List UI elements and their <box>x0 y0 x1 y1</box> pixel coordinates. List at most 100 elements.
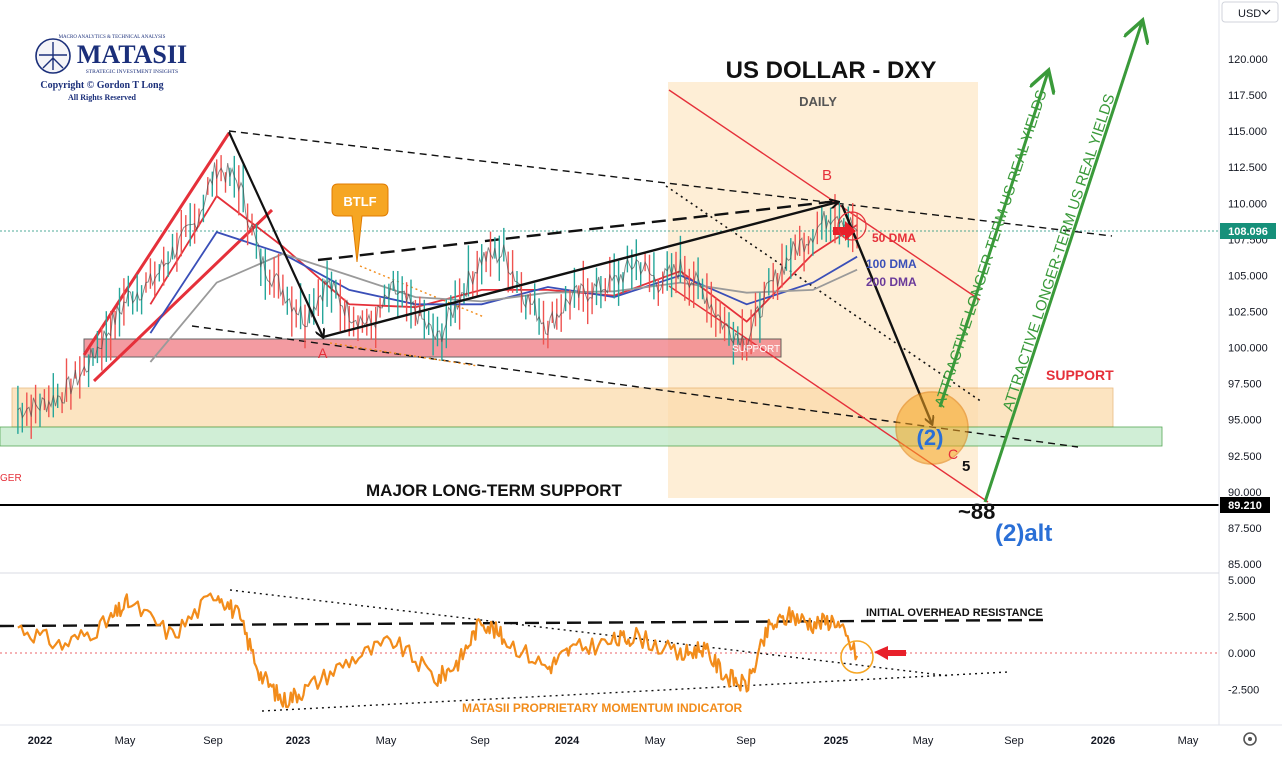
green-arrow-1 <box>938 72 1048 408</box>
dma200-label: 200 DMA <box>866 275 917 289</box>
dotted-projection-line <box>665 185 983 403</box>
bold-dashed-trendline <box>317 199 839 262</box>
logo-subtitle: STRATEGIC INVESTMENT INSIGHTS <box>86 69 178 75</box>
red-channel-upper <box>668 89 981 301</box>
current-price-badge: 108.096 <box>1220 223 1276 239</box>
time-tick-label: May <box>1178 735 1199 747</box>
dma100-line <box>149 231 858 334</box>
moving-averages <box>149 194 858 363</box>
logo-copyright: Copyright © Gordon T Long <box>40 80 163 91</box>
support-level-badge: 89.210 <box>1220 497 1270 513</box>
dma200-line <box>149 252 858 363</box>
momentum-tick-label: 0.000 <box>1228 648 1256 660</box>
wave-2-highlight <box>895 391 969 465</box>
price-tick-label: 105.000 <box>1228 270 1268 282</box>
overhead-resistance-label: INITIAL OVERHEAD RESISTANCE <box>866 607 1043 619</box>
currency-label: USD <box>1238 8 1261 20</box>
time-tick-label: 2022 <box>28 735 52 747</box>
time-tick-label: Sep <box>203 735 223 747</box>
dma50-line <box>149 194 858 323</box>
support-right-label: SUPPORT <box>1046 367 1114 383</box>
green-support-band <box>0 426 1163 447</box>
price-tick-label: 115.000 <box>1228 126 1267 138</box>
support-level-text: 89.210 <box>1228 500 1262 512</box>
price-tick-label: 100.000 <box>1228 343 1268 355</box>
time-tick-label: 2026 <box>1091 735 1115 747</box>
price-circle-highlight <box>837 211 867 241</box>
wave-b-label: B <box>822 167 832 184</box>
green-arrow-2 <box>983 22 1142 503</box>
price-tick-label: 112.500 <box>1228 162 1267 174</box>
time-tick-label: Sep <box>736 735 756 747</box>
time-tick-label: Sep <box>1004 735 1024 747</box>
currency-button[interactable]: USD <box>1221 1 1279 23</box>
left-edge-fragment: GER <box>0 473 22 484</box>
price-tick-label: 90.000 <box>1228 487 1262 499</box>
price-tick-label: 120.000 <box>1228 54 1268 66</box>
wave-2alt-label: (2)alt <box>995 520 1052 547</box>
red-bull-line-1 <box>82 132 231 356</box>
wave-a-arrow <box>228 131 323 337</box>
price-tick-label: 85.000 <box>1228 559 1262 571</box>
upper-dashed-trendline <box>228 130 1113 237</box>
price-tick-label: 95.000 <box>1228 415 1262 427</box>
current-price-text: 108.096 <box>1228 226 1268 238</box>
time-tick-label: 2024 <box>555 735 580 747</box>
price-tick-label: 92.500 <box>1228 451 1262 463</box>
time-tick-label: May <box>376 735 397 747</box>
gear-icon[interactable] <box>1243 732 1257 746</box>
price-line <box>17 162 858 419</box>
price-axis-ticks: 85.000 87.500 90.000 92.500 95.000 97.500 100.… <box>1228 54 1268 571</box>
logo-top-line: MACRO ANALYTICS & TECHNICAL ANALYSIS <box>59 35 166 40</box>
red-pointer-arrow <box>833 221 856 241</box>
indicator-label: MATASII PROPRIETARY MOMENTUM INDICATOR <box>462 701 743 715</box>
momentum-pointer-arrow <box>874 646 906 660</box>
overhead-resistance-line <box>0 618 1046 628</box>
price-tick-label: 97.500 <box>1228 379 1262 391</box>
wave-structure <box>228 22 1142 503</box>
momentum-axis-ticks: 5.000 2.500 0.000 -2.500 <box>1228 575 1259 697</box>
chart-title: US DOLLAR - DXY <box>726 57 937 84</box>
dma100-label: 100 DMA <box>866 257 917 271</box>
momentum-panel <box>0 589 1219 712</box>
momentum-upper-dotted <box>229 589 951 677</box>
logo-brand: MATASII <box>77 40 187 69</box>
wave-c-arrow <box>840 204 932 424</box>
price-tick-label: 102.500 <box>1228 307 1268 319</box>
time-tick-label: 2023 <box>286 735 310 747</box>
btlf-label: BTLF <box>343 194 376 209</box>
time-tick-label: Sep <box>470 735 490 747</box>
momentum-tick-label: 2.500 <box>1228 612 1256 624</box>
target-88-label: ~88 <box>958 499 995 524</box>
momentum-tick-label: 5.000 <box>1228 575 1256 587</box>
logo-rights: All Rights Reserved <box>68 93 137 102</box>
wave-5-label: 5 <box>962 458 970 475</box>
momentum-highlight-circle <box>840 640 874 674</box>
chevron-down-icon <box>1261 9 1271 15</box>
price-tick-label: 110.000 <box>1228 198 1267 210</box>
time-tick-label: 2025 <box>824 735 848 747</box>
matasii-logo: MACRO ANALYTICS & TECHNICAL ANALYSIS MAT… <box>33 33 197 102</box>
wave-c-label: C <box>948 446 958 462</box>
chart-subtitle: DAILY <box>799 94 837 109</box>
support-box-label: SUPPORT <box>732 344 780 355</box>
wave-b-line <box>322 202 838 339</box>
momentum-lower-dotted <box>261 671 1009 712</box>
wave-a-label: A <box>318 345 328 361</box>
price-series <box>17 155 858 439</box>
time-tick-label: May <box>913 735 934 747</box>
momentum-tick-label: -2.500 <box>1228 685 1259 697</box>
red-channel-lower <box>668 285 989 503</box>
btlf-dotted-upper <box>359 265 485 318</box>
wave-2-label: (2) <box>917 425 944 450</box>
time-tick-label: May <box>115 735 136 747</box>
price-tick-label: 87.500 <box>1228 523 1262 535</box>
btlf-callout: BTLF <box>331 183 389 263</box>
price-axis <box>0 0 1282 726</box>
time-tick-label: May <box>645 735 666 747</box>
major-support-label: MAJOR LONG-TERM SUPPORT <box>366 481 623 500</box>
dma50-label: 50 DMA <box>872 231 916 245</box>
price-tick-label: 117.500 <box>1228 90 1267 102</box>
time-axis-ticks: 2022 May Sep 2023 May Sep 2024 May Sep 2025 May Sep… <box>28 735 1199 747</box>
momentum-line <box>17 592 859 709</box>
